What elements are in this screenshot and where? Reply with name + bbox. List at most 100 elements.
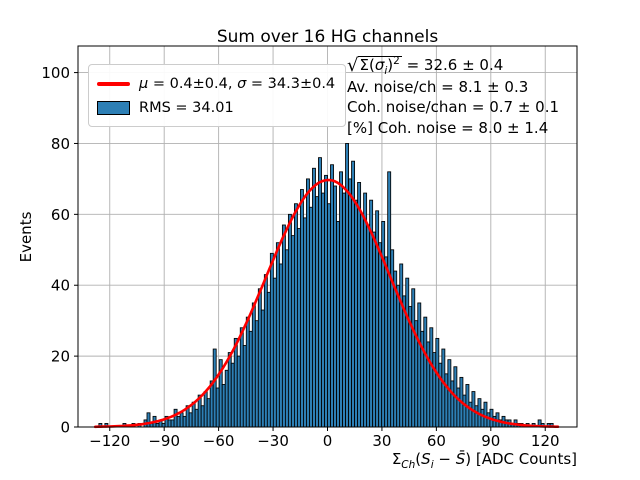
histogram-bar xyxy=(297,228,301,428)
xlabel-paren: ( xyxy=(415,450,422,468)
histogram-bar xyxy=(441,348,446,428)
histogram-bar xyxy=(444,373,449,428)
stats-coh-noise-pct: [%] Coh. noise = 8.0 ± 1.4 xyxy=(347,118,549,137)
sqrt-sub: i xyxy=(384,65,388,77)
histogram-bar xyxy=(182,415,187,428)
histogram-bar xyxy=(321,192,325,428)
histogram-bar xyxy=(462,394,467,428)
chart-title: Sum over 16 HG channels xyxy=(216,27,439,47)
x-tick-label: 120 xyxy=(531,432,560,450)
histogram-bar xyxy=(221,384,226,428)
histogram-bar xyxy=(450,380,455,428)
histogram-bar xyxy=(372,231,377,428)
histogram-bar xyxy=(438,362,443,428)
histogram-bar xyxy=(399,263,404,428)
histogram-bar xyxy=(366,224,371,428)
sqrt-value: = 32.6 ± 0.4 xyxy=(401,56,504,74)
histogram-bar xyxy=(167,419,172,428)
histogram-bar xyxy=(393,270,398,428)
y-tick-label: 60 xyxy=(51,206,70,224)
histogram-bar xyxy=(474,405,479,428)
histogram-bar xyxy=(173,408,178,428)
histogram-bar xyxy=(309,206,313,428)
histogram-bar xyxy=(257,288,262,428)
histogram-bar xyxy=(155,423,160,428)
sqrt-body: Σ( xyxy=(359,56,375,74)
histogram-bar xyxy=(312,167,316,428)
histogram-bar xyxy=(263,274,268,428)
histogram-bar xyxy=(146,412,151,428)
xlabel-units: ) [ADC Counts] xyxy=(465,450,577,468)
histogram-bar xyxy=(266,291,271,428)
histogram-bar xyxy=(345,143,350,428)
histogram-bar xyxy=(203,391,208,428)
y-tick-label: 80 xyxy=(51,135,70,153)
histogram-bar xyxy=(242,345,247,428)
sqrt-sup: 2 xyxy=(393,55,400,67)
histogram-bar xyxy=(215,387,220,428)
fit-label: μ = 0.4±0.4, σ = 34.3±0.4 xyxy=(139,76,335,92)
histogram-bar xyxy=(293,203,298,428)
histogram-bar xyxy=(327,203,331,428)
histogram-bar xyxy=(357,182,362,428)
y-axis-label: Events xyxy=(17,211,35,263)
x-tick-label: 0 xyxy=(323,432,333,450)
x-tick-label: −120 xyxy=(89,432,130,450)
rms-patch-swatch xyxy=(97,101,130,115)
xlabel-s2: S̄ xyxy=(455,450,466,468)
histogram-bar xyxy=(306,178,310,428)
x-tick-label: 90 xyxy=(481,432,500,450)
histogram-bar xyxy=(447,359,452,428)
stats-coh-noise: Coh. noise/chan = 0.7 ± 0.1 xyxy=(347,98,560,116)
histogram-bar xyxy=(411,288,416,428)
histogram-bar xyxy=(284,249,289,428)
histogram-bar xyxy=(342,192,346,428)
histogram-bar xyxy=(275,242,280,428)
stats-annotations: √Σ(σi)2 = 32.6 ± 0.4 Av. noise/ch = 8.1 … xyxy=(347,55,559,138)
histogram-bar xyxy=(281,224,286,428)
y-tick-label: 40 xyxy=(51,277,70,295)
fit-mu-value: = 0.4±0.4, xyxy=(148,76,238,92)
histogram-bar xyxy=(212,348,217,428)
histogram-bar xyxy=(405,277,410,428)
histogram-bar xyxy=(483,401,488,428)
histogram-bar xyxy=(230,362,235,428)
histogram-bar xyxy=(251,302,256,428)
histogram-bar xyxy=(360,213,365,428)
gaussian-fit-curve xyxy=(93,178,560,429)
histogram-bar xyxy=(468,401,473,428)
xlabel-minus: − xyxy=(433,450,456,468)
histogram-bar xyxy=(456,387,461,428)
legend-entry-fit: μ = 0.4±0.4, σ = 34.3±0.4 xyxy=(97,72,335,96)
histogram-bar xyxy=(378,242,383,428)
histogram-bar xyxy=(194,408,199,428)
histogram-bar xyxy=(429,327,434,428)
xlabel-sigma: Σ xyxy=(391,450,402,468)
histogram-bar xyxy=(200,405,205,428)
histogram-bar xyxy=(333,185,337,428)
histogram-bar xyxy=(300,189,304,428)
histogram-bar xyxy=(179,412,184,428)
histogram-bar xyxy=(254,320,259,428)
histogram-bar xyxy=(480,408,485,428)
histogram-bar xyxy=(224,369,229,428)
histogram-bar xyxy=(402,295,407,428)
histogram-bar xyxy=(236,355,241,428)
histogram-bar xyxy=(363,192,368,428)
histogram-bar xyxy=(278,263,283,428)
histogram-bar xyxy=(435,337,440,428)
histogram-bar xyxy=(269,252,274,428)
x-tick-label: −30 xyxy=(257,432,289,450)
histogram-bar xyxy=(248,330,253,428)
histogram-bar xyxy=(318,157,322,428)
histogram-bar xyxy=(330,164,334,428)
stats-av-noise: Av. noise/ch = 8.1 ± 0.3 xyxy=(347,77,529,96)
y-tick-label: 0 xyxy=(60,419,70,437)
y-tick-label: 20 xyxy=(51,348,70,366)
sqrt-sigma: σ xyxy=(374,56,385,74)
xlabel-sub-ch: Ch xyxy=(401,459,416,471)
legend: μ = 0.4±0.4, σ = 34.3±0.4 RMS = 34.01 xyxy=(88,64,347,127)
x-tick-label: −60 xyxy=(203,432,235,450)
